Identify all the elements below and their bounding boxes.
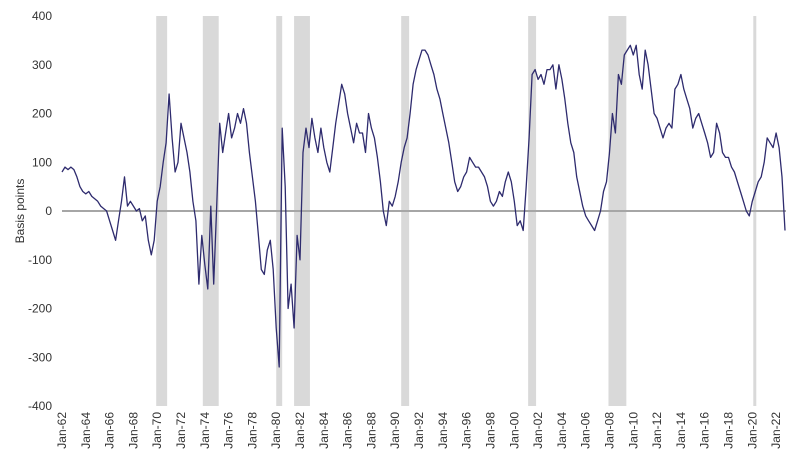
x-tick-label: Jan-12 [650, 412, 664, 449]
y-tick-label: 300 [32, 58, 52, 72]
y-tick-label: -100 [28, 253, 52, 267]
x-tick-label: Jan-68 [126, 412, 140, 449]
x-tick-label: Jan-06 [579, 412, 593, 449]
x-tick-label: Jan-80 [269, 412, 283, 449]
x-tick-label: Jan-98 [483, 412, 497, 449]
x-tick-label: Jan-82 [293, 412, 307, 449]
x-tick-label: Jan-66 [103, 412, 117, 449]
x-tick-label: Jan-86 [341, 412, 355, 449]
x-tick-label: Jan-02 [531, 412, 545, 449]
x-tick-label: Jan-64 [79, 412, 93, 449]
x-tick-label: Jan-62 [55, 412, 69, 449]
x-tick-label: Jan-84 [317, 412, 331, 449]
x-tick-label: Jan-70 [150, 412, 164, 449]
x-tick-label: Jan-16 [698, 412, 712, 449]
x-tick-label: Jan-22 [769, 412, 783, 449]
x-tick-label: Jan-20 [745, 412, 759, 449]
x-tick-label: Jan-14 [674, 412, 688, 449]
y-tick-label: -400 [28, 399, 52, 413]
y-tick-label: -300 [28, 350, 52, 364]
y-axis-label: Basis points [13, 179, 27, 244]
x-tick-label: Jan-04 [555, 412, 569, 449]
x-tick-label: Jan-78 [245, 412, 259, 449]
x-tick-label: Jan-74 [198, 412, 212, 449]
x-tick-label: Jan-92 [412, 412, 426, 449]
x-tick-label: Jan-18 [721, 412, 735, 449]
x-tick-label: Jan-96 [460, 412, 474, 449]
y-tick-label: -200 [28, 302, 52, 316]
x-tick-label: Jan-76 [222, 412, 236, 449]
x-tick-label: Jan-94 [436, 412, 450, 449]
x-tick-label: Jan-90 [388, 412, 402, 449]
x-tick-label: Jan-10 [626, 412, 640, 449]
x-tick-label: Jan-72 [174, 412, 188, 449]
y-tick-label: 100 [32, 155, 52, 169]
x-tick-label: Jan-08 [602, 412, 616, 449]
x-tick-label: Jan-00 [507, 412, 521, 449]
x-tick-label: Jan-88 [364, 412, 378, 449]
y-tick-label: 0 [45, 204, 52, 218]
spread-line [61, 44, 786, 368]
y-tick-label: 400 [32, 9, 52, 23]
y-tick-label: 200 [32, 107, 52, 121]
